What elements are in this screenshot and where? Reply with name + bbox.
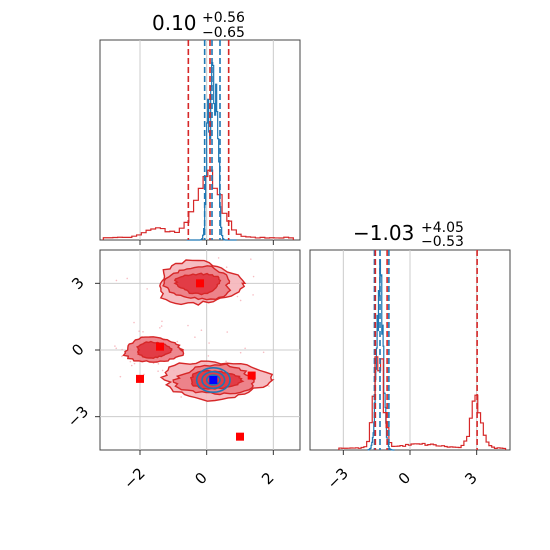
marker-red-0 <box>196 279 204 288</box>
tick-label-bl-y-0: 0 <box>68 340 87 359</box>
sample-point <box>121 348 123 351</box>
hist-tl-red <box>102 169 294 240</box>
sample-point <box>268 385 270 387</box>
sample-point <box>119 375 122 378</box>
sample-point <box>160 325 163 327</box>
marker-red-4 <box>236 432 244 441</box>
sample-point <box>130 364 133 367</box>
sample-point <box>133 321 135 324</box>
sample-point <box>115 279 118 282</box>
tick-label-br-x-3: 3 <box>461 469 480 488</box>
tick-label-bl-y-neg3: −3 <box>64 402 92 430</box>
sample-point <box>236 295 239 298</box>
tick-label-bl-x-2: 2 <box>258 469 277 488</box>
tick-label-bl-y-3: 3 <box>68 274 87 293</box>
title-top-left-minus: −0.65 <box>202 25 245 41</box>
sample-point <box>217 257 220 259</box>
sample-point <box>207 355 210 357</box>
hist-br-blue <box>367 259 396 451</box>
title-top-left-plus: +0.56 <box>202 10 245 26</box>
panel-bottom-left <box>100 250 300 450</box>
sample-point <box>252 294 254 296</box>
sample-point <box>262 351 265 354</box>
marker-red-3 <box>247 371 256 380</box>
marker-red-1 <box>156 342 164 351</box>
sample-point <box>161 320 163 323</box>
tick-label-bl-x-neg2: −2 <box>120 464 148 492</box>
sample-point <box>239 299 242 302</box>
contour-blue-level0 <box>195 366 231 394</box>
sample-point <box>180 396 182 398</box>
sample-point <box>208 342 210 344</box>
title-bottom-right-main: −1.03 <box>353 221 414 245</box>
panel-top-left-frame <box>99 39 301 241</box>
sample-point <box>114 345 116 347</box>
marker-red-2 <box>136 374 144 383</box>
sample-point <box>194 336 196 338</box>
sample-point <box>226 331 229 333</box>
sample-point <box>126 277 129 280</box>
sample-point <box>176 340 179 343</box>
hist-br-red <box>338 356 507 450</box>
sample-point <box>161 369 164 372</box>
sample-point <box>157 370 159 372</box>
sample-point <box>138 330 140 332</box>
sample-point <box>143 373 145 376</box>
sample-point <box>115 347 118 350</box>
sample-point <box>244 347 246 350</box>
sample-point <box>142 331 144 333</box>
sample-point <box>133 362 136 365</box>
sample-point <box>239 351 242 354</box>
tick-label-br-x-0: 0 <box>395 469 414 488</box>
contour-blue-level1 <box>201 370 226 390</box>
sample-point <box>159 326 161 329</box>
tick-label-br-x-neg3: −3 <box>324 464 352 492</box>
sample-point <box>187 324 189 327</box>
sample-point <box>225 266 228 268</box>
tick-marks <box>95 240 478 455</box>
sample-point <box>129 360 132 363</box>
sample-point <box>250 258 252 260</box>
sample-point <box>146 288 148 290</box>
sample-point <box>225 360 227 363</box>
title-top-left-main: 0.10 <box>152 11 197 35</box>
title-bottom-right-minus: −0.53 <box>421 234 464 250</box>
sample-point <box>200 329 203 332</box>
sample-point <box>252 275 255 278</box>
marker-blue-0 <box>209 376 218 384</box>
sample-point <box>157 363 160 365</box>
tick-label-bl-x-0: 0 <box>191 469 210 488</box>
panel-top-left <box>102 40 294 241</box>
title-bottom-right-plus: +4.05 <box>421 220 464 236</box>
sample-point <box>121 355 123 358</box>
contour-blue-level2 <box>205 374 221 386</box>
panel-bottom-right <box>338 250 507 451</box>
